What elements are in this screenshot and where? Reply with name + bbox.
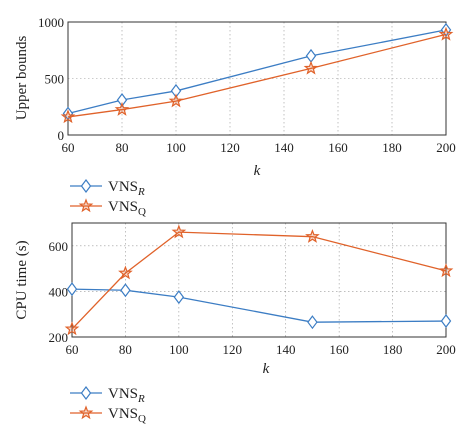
legend-label: VNSQ — [108, 406, 146, 425]
y-tick-label: 200 — [49, 330, 69, 345]
data-point-star — [60, 109, 76, 124]
legend-label-sub: R — [137, 186, 145, 198]
series-line-vns-q — [67, 33, 447, 118]
x-tick-label: 180 — [382, 140, 402, 155]
legend-star-marker — [78, 198, 94, 213]
x-tick-label: 100 — [169, 342, 189, 357]
y-tick-labels: 200 400 600 — [49, 239, 69, 345]
series-line-vns-q — [71, 231, 447, 330]
legend-star-marker — [78, 405, 94, 420]
x-tick-label: 100 — [166, 140, 186, 155]
y-tick-label: 400 — [49, 284, 69, 299]
data-point-diamond — [307, 315, 318, 330]
y-tick-label: 0 — [58, 128, 65, 143]
legend-label: VNSR — [108, 386, 145, 405]
legend-label-sub: Q — [138, 413, 146, 425]
x-tick-label: 200 — [436, 140, 456, 155]
series-line-vns-r — [71, 288, 447, 323]
legend-label-sub: R — [137, 393, 145, 405]
legend-label: VNSQ — [108, 199, 146, 218]
data-point-star — [168, 93, 184, 108]
legend-top: VNSR VNSQ — [70, 179, 146, 218]
legend-label: VNSR — [108, 179, 145, 198]
y-axis-label: Upper bounds — [14, 36, 30, 121]
data-point-star — [305, 228, 320, 243]
legend-label-base: VNS — [108, 179, 138, 195]
plot-frame — [71, 222, 447, 338]
plot-frame — [67, 21, 447, 136]
x-tick-label: 120 — [220, 140, 240, 155]
x-axis-label: k — [263, 361, 270, 377]
x-tick-label: 180 — [383, 342, 403, 357]
data-point-diamond — [440, 314, 452, 329]
legend-entry-vns-r: VNSR — [70, 179, 145, 198]
legend-entry-vns-r: VNSR — [70, 386, 145, 405]
legend-label-sub: Q — [138, 206, 146, 218]
y-tick-label: 1000 — [38, 15, 64, 30]
x-tick-labels: 60 80 100 120 140 160 180 200 — [66, 342, 456, 357]
legend-entry-vns-q: VNSQ — [70, 405, 146, 425]
y-axis-label: CPU time (s) — [14, 240, 30, 319]
data-point-star — [438, 26, 454, 41]
x-tick-label: 140 — [274, 140, 294, 155]
x-tick-label: 140 — [276, 342, 296, 357]
legend-diamond-marker — [80, 179, 92, 193]
data-point-star — [64, 321, 80, 336]
y-tick-label: 600 — [49, 239, 69, 254]
data-point-diamond — [170, 83, 182, 98]
legend-label-base: VNS — [108, 199, 138, 215]
x-tick-label: 80 — [119, 342, 132, 357]
x-tick-label: 60 — [66, 342, 79, 357]
x-tick-label: 160 — [329, 342, 349, 357]
series-group — [64, 224, 454, 336]
data-point-star — [118, 265, 133, 280]
grid-lines — [72, 223, 446, 337]
data-point-diamond — [305, 48, 317, 63]
legend-label-base: VNS — [108, 406, 138, 422]
data-point-diamond — [66, 282, 78, 297]
data-point-star — [114, 101, 130, 116]
x-tick-labels: 60 80 100 120 140 160 180 200 — [62, 140, 456, 155]
chart-cpu-time: 60 80 100 120 140 160 180 200 200 400 600 k CPU t… — [14, 222, 456, 377]
x-tick-label: 200 — [436, 342, 456, 357]
data-point-star — [303, 60, 319, 75]
legend-entry-vns-q: VNSQ — [70, 198, 146, 218]
y-tick-label: 500 — [45, 72, 65, 87]
data-point-diamond — [116, 92, 128, 107]
legend-bottom: VNSR VNSQ — [70, 386, 146, 425]
x-tick-label: 120 — [223, 342, 243, 357]
x-tick-label: 160 — [328, 140, 348, 155]
data-point-diamond — [120, 283, 131, 298]
x-tick-label: 80 — [116, 140, 129, 155]
data-point-diamond — [173, 290, 185, 305]
data-point-star — [171, 224, 187, 239]
chart-upper-bounds: 60 80 100 120 140 160 180 200 0 500 1000 k Upper … — [14, 15, 456, 179]
legend-diamond-marker — [80, 386, 92, 400]
data-point-star — [438, 263, 454, 278]
legend-label-base: VNS — [108, 386, 138, 402]
x-axis-label: k — [254, 163, 261, 179]
series-group — [60, 22, 454, 124]
x-tick-label: 60 — [62, 140, 75, 155]
grid-lines — [68, 22, 446, 135]
y-tick-labels: 0 500 1000 — [38, 15, 64, 143]
